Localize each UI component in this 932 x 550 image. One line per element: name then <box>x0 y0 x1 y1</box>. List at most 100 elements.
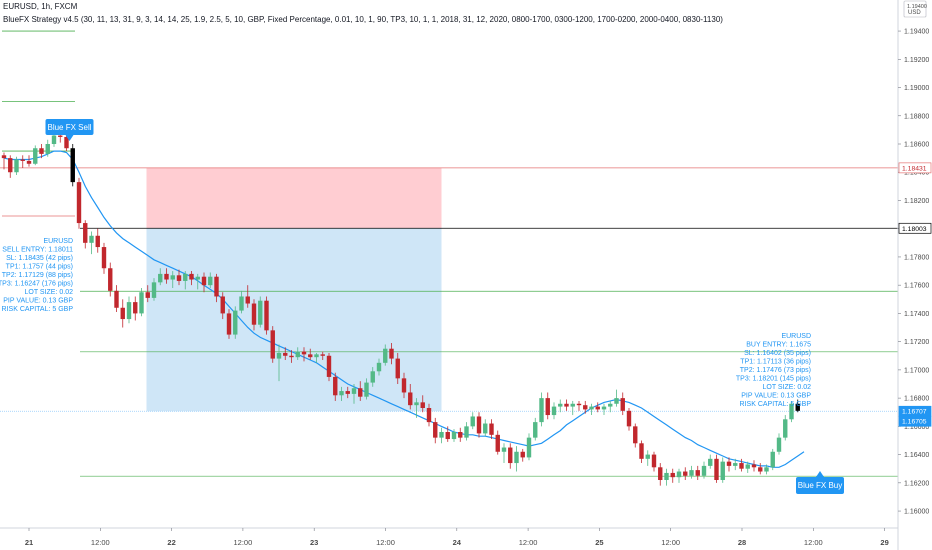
candle[interactable] <box>445 426 450 442</box>
candle[interactable] <box>514 446 519 472</box>
candle[interactable] <box>151 278 157 301</box>
candle[interactable] <box>426 403 432 427</box>
candle[interactable] <box>439 427 444 444</box>
candle[interactable] <box>126 296 132 324</box>
candle[interactable] <box>689 465 694 479</box>
candle[interactable] <box>308 348 313 360</box>
candle[interactable] <box>239 290 244 314</box>
candle[interactable] <box>408 384 413 410</box>
candle[interactable] <box>183 271 188 290</box>
candle[interactable] <box>676 468 682 483</box>
candle[interactable] <box>420 395 425 413</box>
candle[interactable] <box>364 378 369 400</box>
candle[interactable] <box>520 448 525 462</box>
price-axis[interactable]: 1.19400 1.19200 1.19000 1.18800 1.18600 1.184… <box>897 0 932 550</box>
candle[interactable] <box>470 412 475 430</box>
candle[interactable] <box>233 306 238 339</box>
candle[interactable] <box>164 268 169 284</box>
candle[interactable] <box>245 285 250 308</box>
candle[interactable] <box>89 231 94 255</box>
candle[interactable] <box>551 402 557 420</box>
candle[interactable] <box>601 403 607 416</box>
candle[interactable] <box>395 352 400 384</box>
candle[interactable] <box>314 352 319 363</box>
candle[interactable] <box>370 367 375 387</box>
candle[interactable] <box>8 155 13 178</box>
candle[interactable] <box>358 381 363 401</box>
candle[interactable] <box>195 273 200 290</box>
time-axis[interactable]: 21 12:00 22 12:00 23 12:00 24 12:00 25 12:00 28 12:… <box>0 527 898 547</box>
candle[interactable] <box>758 463 763 475</box>
candle[interactable] <box>776 433 782 455</box>
candle[interactable] <box>283 347 288 360</box>
candle[interactable] <box>726 457 732 472</box>
candle[interactable] <box>376 358 382 376</box>
candle[interactable] <box>789 400 794 423</box>
candle[interactable] <box>701 461 707 479</box>
candle[interactable] <box>751 460 757 472</box>
candle[interactable] <box>451 429 457 442</box>
candle[interactable] <box>658 463 663 486</box>
candle[interactable] <box>770 448 775 471</box>
candle[interactable] <box>626 408 632 431</box>
candle[interactable] <box>83 220 88 249</box>
candle[interactable] <box>1 152 7 170</box>
candle[interactable] <box>645 450 650 466</box>
currency-badge[interactable] <box>903 0 927 18</box>
candle[interactable] <box>20 155 25 168</box>
candle[interactable] <box>651 451 657 472</box>
candle[interactable] <box>558 399 563 413</box>
candle[interactable] <box>664 468 669 486</box>
candle[interactable] <box>70 144 75 187</box>
candle[interactable] <box>458 427 463 442</box>
candle[interactable] <box>483 419 488 437</box>
candle[interactable] <box>339 386 344 401</box>
candle[interactable] <box>214 273 219 303</box>
candle[interactable] <box>133 296 138 321</box>
candle[interactable] <box>733 458 738 471</box>
candle[interactable] <box>145 285 150 303</box>
candle[interactable] <box>33 145 38 166</box>
candle[interactable] <box>301 347 307 362</box>
candle[interactable] <box>95 228 100 253</box>
candle[interactable] <box>201 272 207 293</box>
candle[interactable] <box>739 458 744 472</box>
candle[interactable] <box>326 352 332 382</box>
candle[interactable] <box>45 139 50 157</box>
candle[interactable] <box>289 350 294 363</box>
candle[interactable] <box>276 344 282 382</box>
candle[interactable] <box>51 132 57 147</box>
candle[interactable] <box>139 288 144 317</box>
candle[interactable] <box>464 422 469 441</box>
candle[interactable] <box>720 457 725 483</box>
candle[interactable] <box>633 423 638 448</box>
candle[interactable] <box>433 417 438 444</box>
candle[interactable] <box>295 347 300 360</box>
candle[interactable] <box>176 269 182 286</box>
candle[interactable] <box>401 372 407 399</box>
candle[interactable] <box>264 296 269 335</box>
candle[interactable] <box>476 412 482 438</box>
candle[interactable] <box>670 468 675 483</box>
candle[interactable] <box>414 398 419 418</box>
candle[interactable] <box>389 343 394 365</box>
candle[interactable] <box>120 299 125 328</box>
candle[interactable] <box>351 384 357 404</box>
candle[interactable] <box>108 262 113 297</box>
candle[interactable] <box>14 156 19 176</box>
candle[interactable] <box>208 272 213 288</box>
candle[interactable] <box>220 292 225 320</box>
candle[interactable] <box>320 351 325 360</box>
candle[interactable] <box>583 400 588 414</box>
candle[interactable] <box>76 177 82 229</box>
candle[interactable] <box>564 399 569 411</box>
candle[interactable] <box>714 454 719 483</box>
candle[interactable] <box>226 309 232 339</box>
candle[interactable] <box>545 392 550 420</box>
candle[interactable] <box>345 386 350 399</box>
candle[interactable] <box>539 392 544 427</box>
candle[interactable] <box>383 344 388 366</box>
candle[interactable] <box>683 467 688 480</box>
candle[interactable] <box>114 285 119 312</box>
candle[interactable] <box>795 399 800 413</box>
